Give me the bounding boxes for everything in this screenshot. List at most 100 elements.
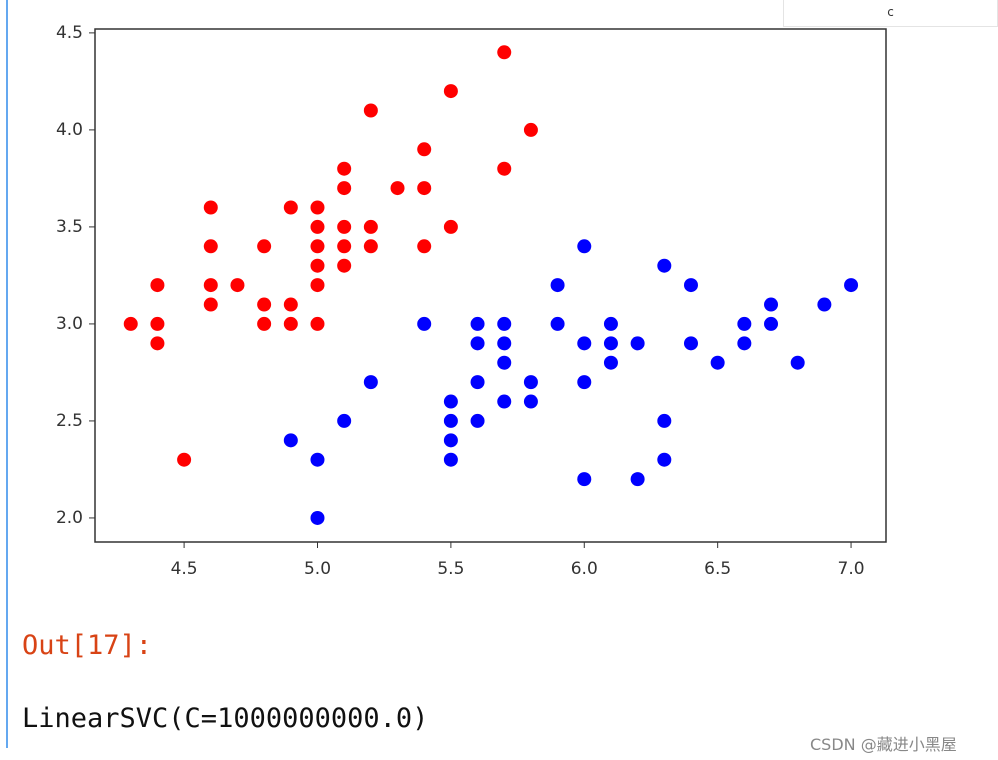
point	[790, 355, 805, 370]
watermark: CSDN @藏进小黑屋	[810, 735, 957, 754]
point	[603, 336, 618, 351]
x-tick-label: 5.0	[304, 559, 331, 579]
point	[417, 316, 432, 331]
point	[337, 239, 352, 254]
point	[337, 161, 352, 176]
point	[470, 413, 485, 428]
point	[497, 355, 512, 370]
point	[310, 316, 325, 331]
point	[417, 239, 432, 254]
point	[123, 316, 138, 331]
point	[337, 181, 352, 196]
point	[283, 433, 298, 448]
cell-indicator	[6, 0, 8, 748]
y-tick-label: 2.5	[56, 411, 83, 431]
point	[310, 510, 325, 525]
point	[310, 239, 325, 254]
point	[310, 278, 325, 293]
point	[337, 258, 352, 273]
point	[817, 297, 832, 312]
point	[497, 394, 512, 409]
point	[150, 278, 165, 293]
point	[710, 355, 725, 370]
point	[443, 219, 458, 234]
point	[497, 336, 512, 351]
point	[417, 181, 432, 196]
y-tick-label: 3.0	[56, 314, 83, 334]
point	[497, 316, 512, 331]
point	[310, 452, 325, 467]
point	[203, 200, 218, 215]
point	[363, 375, 378, 390]
point	[577, 375, 592, 390]
point	[443, 433, 458, 448]
point	[523, 122, 538, 137]
x-tick-label: 7.0	[838, 559, 865, 579]
point	[283, 200, 298, 215]
point	[177, 452, 192, 467]
point	[310, 258, 325, 273]
point	[657, 452, 672, 467]
point	[523, 394, 538, 409]
point	[630, 336, 645, 351]
point	[683, 278, 698, 293]
point	[203, 297, 218, 312]
point	[283, 297, 298, 312]
point	[443, 452, 458, 467]
point	[497, 161, 512, 176]
point	[230, 278, 245, 293]
point	[443, 84, 458, 99]
point	[470, 375, 485, 390]
y-tick-label: 4.5	[56, 23, 83, 43]
point	[150, 336, 165, 351]
point	[203, 239, 218, 254]
point	[337, 413, 352, 428]
point	[257, 297, 272, 312]
point	[443, 413, 458, 428]
point	[844, 278, 859, 293]
point	[203, 278, 218, 293]
point	[257, 316, 272, 331]
point	[310, 219, 325, 234]
point	[657, 258, 672, 273]
y-tick-label: 4.0	[56, 120, 83, 140]
point	[310, 200, 325, 215]
point	[657, 413, 672, 428]
point	[443, 394, 458, 409]
output-text: LinearSVC(C=1000000000.0)	[22, 703, 429, 734]
output-prompt: Out[17]:	[22, 630, 153, 661]
point	[150, 316, 165, 331]
point	[630, 472, 645, 487]
point	[577, 336, 592, 351]
point	[497, 45, 512, 60]
x-tick-label: 4.5	[171, 559, 198, 579]
point	[417, 142, 432, 157]
x-tick-label: 5.5	[437, 559, 464, 579]
x-tick-label: 6.5	[704, 559, 731, 579]
point	[603, 355, 618, 370]
point	[363, 103, 378, 118]
point	[523, 375, 538, 390]
y-tick-label: 3.5	[56, 217, 83, 237]
point	[257, 239, 272, 254]
point	[550, 278, 565, 293]
point	[577, 239, 592, 254]
point	[764, 297, 779, 312]
point	[683, 336, 698, 351]
point	[390, 181, 405, 196]
y-tick-label: 2.0	[56, 508, 83, 528]
x-tick-label: 6.0	[571, 559, 598, 579]
point	[283, 316, 298, 331]
point	[363, 239, 378, 254]
point	[470, 316, 485, 331]
point	[337, 219, 352, 234]
point	[737, 316, 752, 331]
point	[363, 219, 378, 234]
point	[764, 316, 779, 331]
point	[603, 316, 618, 331]
point	[470, 336, 485, 351]
plot-frame	[94, 28, 887, 543]
point	[550, 316, 565, 331]
point	[577, 472, 592, 487]
